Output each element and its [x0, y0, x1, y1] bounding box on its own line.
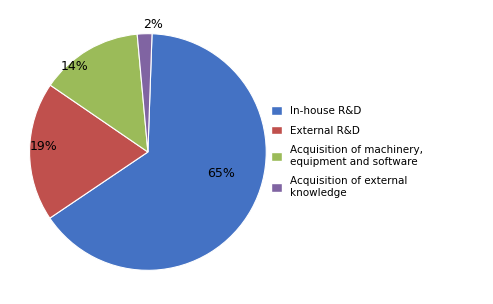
- Text: 19%: 19%: [30, 140, 58, 153]
- Text: 2%: 2%: [142, 18, 163, 31]
- Wedge shape: [50, 34, 148, 152]
- Wedge shape: [137, 34, 152, 152]
- Wedge shape: [50, 34, 266, 270]
- Wedge shape: [30, 85, 148, 218]
- Legend: In-house R&D, External R&D, Acquisition of machinery,
equipment and software, Ac: In-house R&D, External R&D, Acquisition …: [272, 106, 423, 198]
- Text: 65%: 65%: [208, 167, 235, 180]
- Text: 14%: 14%: [61, 60, 88, 73]
